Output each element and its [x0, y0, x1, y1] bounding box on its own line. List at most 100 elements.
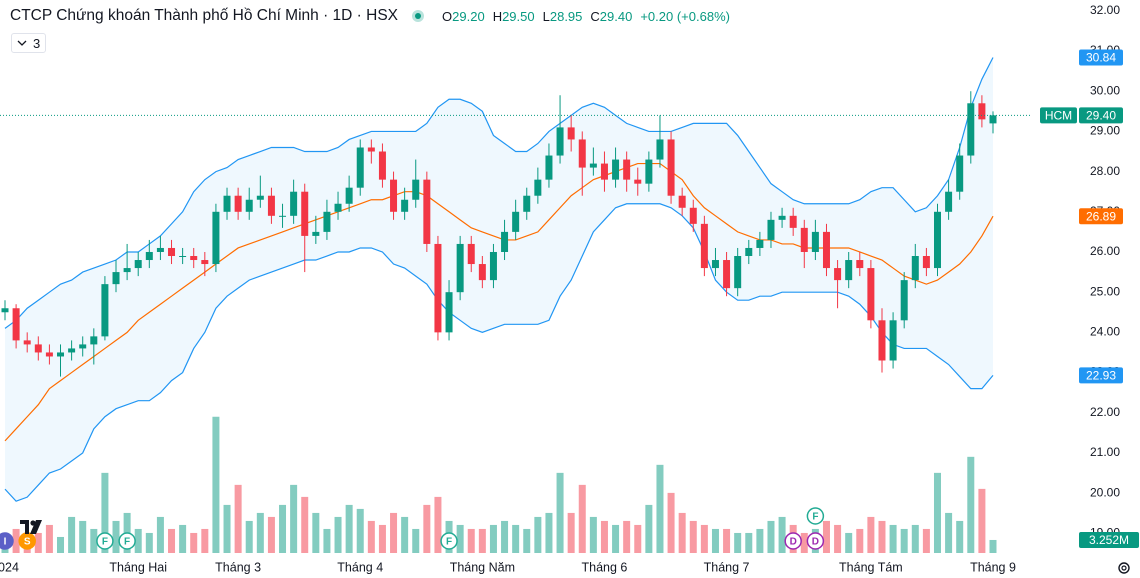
x-tick-label: Tháng Hai: [109, 560, 167, 574]
candle-body: [134, 260, 142, 269]
event-label: F: [124, 537, 130, 548]
candle-body: [312, 231, 320, 236]
volume-bar: [612, 524, 620, 553]
volume-bar: [656, 464, 664, 553]
volume-bar: [68, 516, 76, 553]
volume-bar: [390, 512, 398, 553]
candle-body: [445, 292, 453, 333]
x-tick-label: Tháng 9: [970, 560, 1016, 574]
volume-bar: [800, 532, 808, 553]
candle-body: [223, 195, 231, 212]
candle-body: [290, 191, 298, 216]
x-tick-label: Tháng 3: [215, 560, 261, 574]
volume-bar: [223, 504, 231, 553]
candle-body: [922, 256, 930, 269]
candle-body: [534, 179, 542, 196]
lower-band-value-box: [1079, 367, 1123, 384]
y-tick-label: 26.00: [1090, 244, 1120, 258]
volume-bar: [745, 532, 753, 553]
candle-body: [501, 231, 509, 252]
volume-bar: [456, 524, 464, 553]
candle-body: [168, 247, 176, 257]
upper-band-value: 30.84: [1086, 51, 1116, 65]
candle-body: [667, 139, 675, 196]
candle-body: [933, 211, 941, 269]
candle-body: [711, 260, 719, 269]
candle-body: [867, 268, 875, 321]
candle-body: [12, 308, 20, 341]
plot-pane: I S F F F D D F: [0, 57, 1032, 553]
candle-body: [423, 179, 431, 244]
settings-icon[interactable]: [1118, 562, 1130, 574]
y-tick-label: 30.00: [1090, 83, 1120, 97]
candle-body: [678, 195, 686, 208]
volume-bar: [578, 484, 586, 553]
event-label: F: [102, 537, 108, 548]
y-tick-label: 25.00: [1090, 284, 1120, 298]
indicators-toggle[interactable]: 3: [11, 33, 47, 53]
event-marker: [118, 532, 136, 550]
volume-bar: [145, 532, 153, 553]
candle-body: [356, 147, 364, 188]
volume-bar: [600, 520, 608, 553]
volume-bar: [168, 528, 176, 553]
band-fill: [5, 57, 993, 502]
event-marker: [806, 507, 825, 525]
candle-body: [767, 219, 775, 240]
candle-body: [34, 344, 42, 353]
candle-body: [600, 163, 608, 180]
candle-body: [512, 211, 520, 232]
candle-body: [967, 103, 975, 156]
volume-bar: [700, 524, 708, 553]
volume-bar: [212, 416, 220, 553]
volume-bar: [567, 512, 575, 553]
volume-bar: [378, 524, 386, 553]
candle-body: [1, 308, 9, 313]
volume-bar: [134, 528, 142, 553]
volume-bar: [589, 516, 597, 553]
volume-bar: [401, 516, 409, 553]
chevron: [17, 40, 27, 46]
candle-body: [90, 336, 98, 345]
volume-bar: [634, 524, 642, 553]
volume-bar: [301, 496, 309, 553]
volume-bar: [556, 472, 564, 553]
candle-body: [845, 260, 853, 281]
event-label: S: [24, 537, 31, 548]
volume-bar: [956, 520, 964, 553]
candle-body: [467, 243, 475, 265]
event-marker: [784, 532, 802, 550]
candle-body: [245, 199, 253, 212]
candle-body: [301, 191, 309, 236]
volume-bar: [367, 520, 375, 553]
candle-body: [334, 203, 342, 212]
candle-body: [656, 139, 664, 160]
volume-bar: [256, 512, 264, 553]
candle-body: [778, 215, 786, 220]
candle-body: [412, 179, 420, 200]
x-tick-label: Tháng 4: [337, 560, 383, 574]
candle-body: [489, 251, 497, 281]
event-marker: [440, 532, 458, 550]
volume-bar: [345, 504, 353, 553]
upper-band-value-box: [1079, 49, 1123, 66]
candle-body: [179, 256, 187, 258]
volume-bar: [645, 504, 653, 553]
y-tick-label: 22.00: [1090, 405, 1120, 419]
last-price-value: 29.40: [1086, 109, 1116, 123]
volume-bar: [12, 528, 20, 553]
volume-bar: [667, 492, 675, 553]
volume-bar: [290, 484, 298, 553]
candle-body: [212, 211, 220, 265]
volume-bar: [234, 484, 242, 553]
y-tick-label: 28.00: [1090, 164, 1120, 178]
volume-bar: [190, 532, 198, 553]
candle-body: [723, 260, 731, 289]
market-status[interactable]: [412, 10, 425, 22]
candle-body: [57, 352, 65, 357]
volume-bar: [90, 528, 98, 553]
volume-bar: [334, 516, 342, 553]
event-label: F: [446, 537, 452, 548]
volume-bar: [356, 508, 364, 553]
x-tick-label: 2024: [0, 560, 19, 574]
